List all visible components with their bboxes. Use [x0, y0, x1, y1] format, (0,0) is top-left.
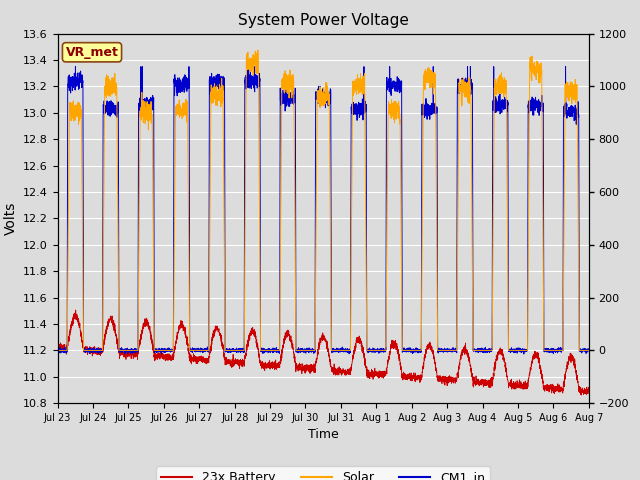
Title: System Power Voltage: System Power Voltage [238, 13, 408, 28]
Text: VR_met: VR_met [65, 46, 118, 59]
X-axis label: Time: Time [308, 429, 339, 442]
Y-axis label: Volts: Volts [3, 202, 17, 235]
Legend: 23x Battery, Solar, CM1_in: 23x Battery, Solar, CM1_in [156, 467, 490, 480]
